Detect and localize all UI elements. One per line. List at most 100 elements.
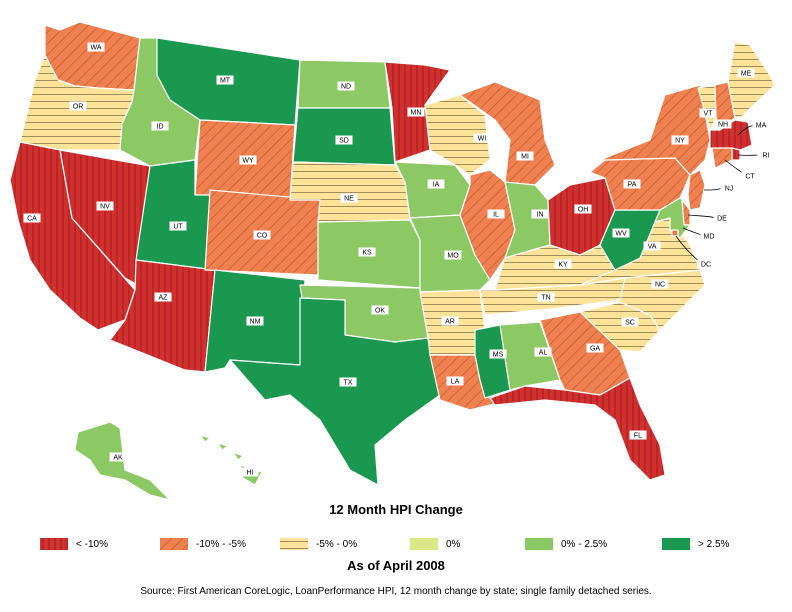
svg-text:MA: MA bbox=[756, 122, 767, 129]
state-label-ga: GA bbox=[586, 343, 604, 353]
svg-text:GA: GA bbox=[590, 345, 600, 352]
state-label-mn: MN bbox=[407, 107, 425, 117]
state-ct bbox=[711, 147, 733, 169]
svg-text:UT: UT bbox=[173, 223, 183, 230]
svg-text:AL: AL bbox=[539, 349, 548, 356]
svg-text:IL: IL bbox=[493, 211, 499, 218]
legend-label: < -10% bbox=[76, 538, 108, 550]
legend-swatch bbox=[410, 538, 438, 550]
svg-text:MD: MD bbox=[704, 233, 715, 240]
state-label-ms: MS bbox=[489, 349, 507, 359]
state-label-ks: KS bbox=[358, 247, 376, 257]
state-hi bbox=[199, 434, 263, 486]
legend-item-neg10-neg5: -10% - -5% bbox=[160, 537, 246, 551]
state-dc bbox=[671, 229, 679, 237]
state-label-ny: NY bbox=[671, 135, 689, 145]
state-me bbox=[727, 41, 776, 119]
state-label-wy: WY bbox=[239, 155, 257, 165]
us-choropleth-map: WA OR CA NV ID MT WY UT AZ CO NM ND SD NE KS OK TX MN IA MO… bbox=[9, 21, 776, 501]
svg-text:MI: MI bbox=[521, 153, 529, 160]
svg-text:OR: OR bbox=[73, 103, 84, 110]
state-label-tn: TN bbox=[537, 292, 555, 302]
svg-text:DC: DC bbox=[701, 261, 711, 268]
svg-text:MS: MS bbox=[493, 351, 504, 358]
state-label-or: OR bbox=[69, 101, 87, 111]
state-nv bbox=[59, 149, 151, 285]
svg-text:LA: LA bbox=[451, 378, 460, 385]
svg-text:PA: PA bbox=[628, 181, 637, 188]
svg-text:VT: VT bbox=[704, 110, 714, 117]
state-label-wv: WV bbox=[612, 228, 630, 238]
svg-text:ND: ND bbox=[341, 83, 351, 90]
svg-text:SD: SD bbox=[339, 137, 349, 144]
state-label-wa: WA bbox=[87, 42, 105, 52]
state-label-mi: MI bbox=[516, 151, 534, 161]
state-fl bbox=[489, 377, 666, 481]
legend-swatch bbox=[160, 538, 188, 550]
state-label-ak: AK bbox=[109, 452, 127, 462]
state-label-oh: OH bbox=[574, 204, 592, 214]
svg-text:AR: AR bbox=[445, 318, 455, 325]
svg-text:SC: SC bbox=[625, 319, 635, 326]
state-label-ia: IA bbox=[427, 179, 445, 189]
svg-text:MO: MO bbox=[447, 252, 459, 259]
svg-text:CA: CA bbox=[27, 215, 37, 222]
svg-text:CO: CO bbox=[257, 232, 268, 239]
svg-text:AZ: AZ bbox=[159, 294, 169, 301]
legend-label: 0% bbox=[446, 538, 461, 550]
svg-text:KS: KS bbox=[362, 249, 372, 256]
state-label-tx: TX bbox=[339, 377, 357, 387]
state-al bbox=[499, 321, 561, 391]
state-label-de: DE bbox=[713, 213, 731, 223]
legend-swatch bbox=[280, 538, 308, 550]
leader-line bbox=[687, 214, 717, 219]
state-label-hi: HI bbox=[241, 467, 259, 477]
svg-text:OK: OK bbox=[375, 307, 385, 314]
state-ny bbox=[599, 84, 711, 176]
svg-text:RI: RI bbox=[763, 152, 770, 159]
legend-label: -5% - 0% bbox=[316, 538, 358, 550]
state-label-ar: AR bbox=[441, 316, 459, 326]
state-label-ca: CA bbox=[23, 213, 41, 223]
svg-text:KY: KY bbox=[558, 261, 568, 268]
svg-text:FL: FL bbox=[634, 432, 642, 439]
legend-item-zero-2-5: 0% - 2.5% bbox=[525, 537, 607, 551]
svg-text:TN: TN bbox=[541, 294, 550, 301]
state-label-ok: OK bbox=[371, 305, 389, 315]
svg-text:WY: WY bbox=[242, 157, 254, 164]
svg-text:NY: NY bbox=[675, 137, 685, 144]
legend-label: > 2.5% bbox=[698, 538, 730, 550]
map-subtitle: As of April 2008 bbox=[347, 558, 445, 573]
leader-line bbox=[703, 187, 723, 191]
svg-text:IA: IA bbox=[433, 181, 440, 188]
state-label-co: CO bbox=[253, 230, 271, 240]
state-label-ri: RI bbox=[757, 150, 775, 160]
legend-item-zero: 0% bbox=[410, 537, 460, 551]
legend-swatch bbox=[40, 538, 68, 550]
state-label-al: AL bbox=[534, 347, 552, 357]
svg-text:ME: ME bbox=[741, 70, 752, 77]
state-label-nh: NH bbox=[714, 119, 732, 129]
svg-text:WI: WI bbox=[478, 135, 487, 142]
svg-text:NE: NE bbox=[344, 195, 354, 202]
svg-text:NM: NM bbox=[250, 318, 261, 325]
state-label-mo: MO bbox=[444, 250, 462, 260]
legend: < -10% -10% - -5% -5% - 0% 0% 0% - 2.5% > 2.5… bbox=[40, 537, 780, 553]
svg-text:IN: IN bbox=[537, 211, 544, 218]
state-label-ct: CT bbox=[741, 171, 759, 181]
state-label-md: MD bbox=[700, 231, 718, 241]
svg-text:WA: WA bbox=[90, 44, 101, 51]
state-label-nd: ND bbox=[337, 81, 355, 91]
state-label-pa: PA bbox=[623, 179, 641, 189]
state-label-sc: SC bbox=[621, 317, 639, 327]
svg-text:TX: TX bbox=[344, 379, 353, 386]
legend-item-neg5-0: -5% - 0% bbox=[280, 537, 357, 551]
state-label-va: VA bbox=[643, 241, 661, 251]
state-label-ma: MA bbox=[752, 120, 770, 130]
svg-text:HI: HI bbox=[247, 469, 254, 476]
state-label-az: AZ bbox=[154, 292, 172, 302]
legend-label: -10% - -5% bbox=[196, 538, 247, 550]
legend-label: 0% - 2.5% bbox=[561, 538, 608, 550]
state-label-nv: NV bbox=[96, 201, 114, 211]
legend-swatch bbox=[662, 538, 690, 550]
